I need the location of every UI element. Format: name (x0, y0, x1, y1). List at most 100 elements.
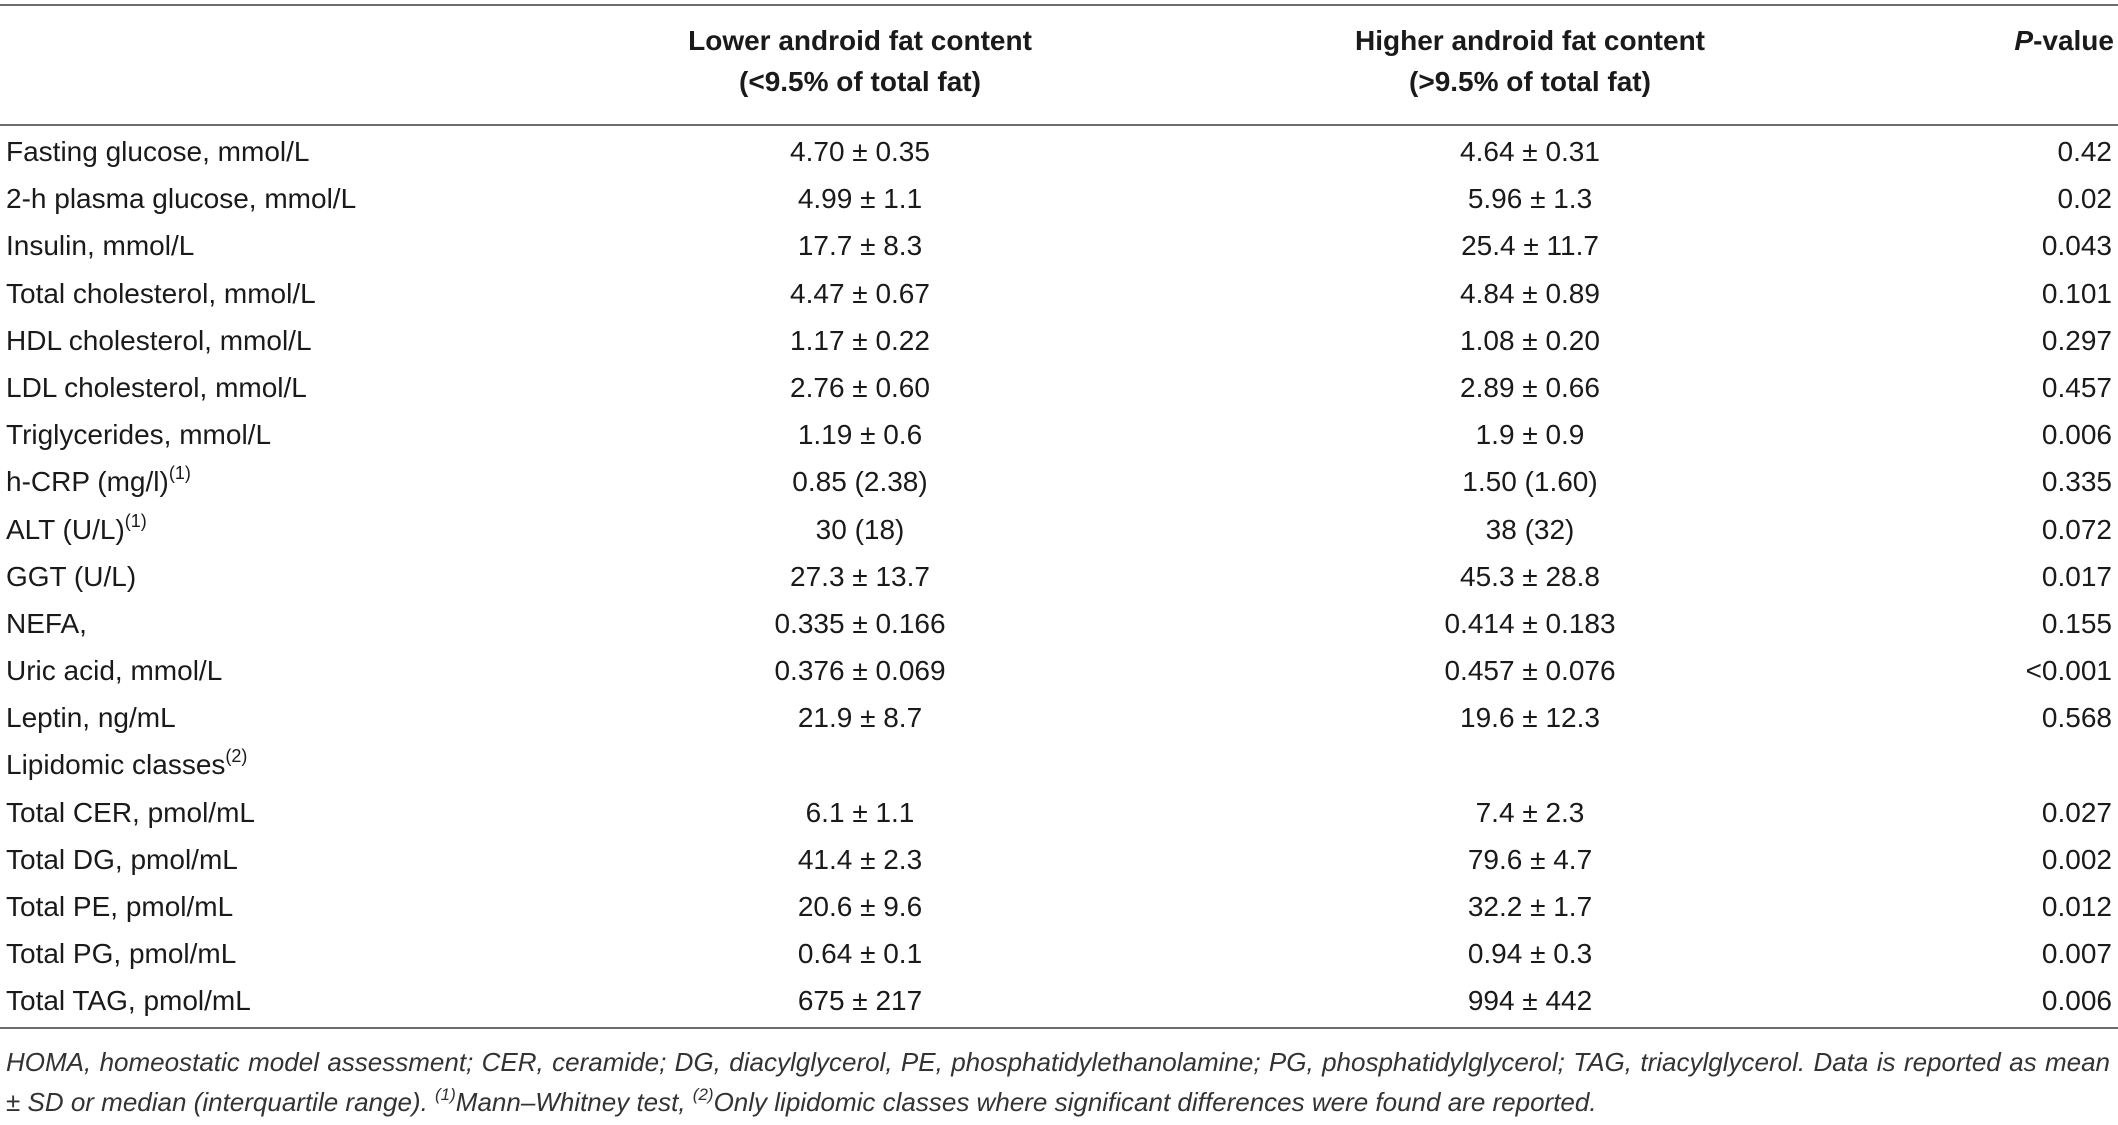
row-label-text: Total PG, pmol/mL (6, 938, 237, 970)
row-label-text: HDL cholesterol, mmol/L (6, 324, 312, 356)
lower-android-value: 0.64 ± 0.1 (797, 938, 923, 970)
higher-android-value: 2.89 ± 0.66 (1460, 371, 1600, 403)
column-header-lower-line1: Lower android fat content (688, 25, 1032, 56)
row-label-text: Uric acid, mmol/L (6, 655, 223, 687)
row-label: Triglycerides, mmol/L (6, 411, 271, 458)
column-header-higher-line2: (>9.5% of total fat) (1409, 66, 1651, 97)
row-label: h-CRP (mg/l)(1) (6, 458, 191, 505)
table-top-rule (0, 4, 2118, 6)
p-value-italic-p: P (2014, 25, 2034, 56)
lower-android-value: 4.99 ± 1.1 (797, 183, 923, 215)
p-value: 0.101 (2041, 277, 2112, 309)
row-label-footnote-marker: (1) (168, 463, 191, 484)
lower-android-value: 0.85 (2.38) (792, 466, 928, 498)
table-row: Leptin, ng/mL 21.9 ± 8.7 19.6 ± 12.3 0.568 (0, 694, 2118, 741)
row-label: LDL cholesterol, mmol/L (6, 364, 307, 411)
lower-android-value: 27.3 ± 13.7 (790, 560, 930, 592)
table-row: h-CRP (mg/l)(1) 0.85 (2.38) 1.50 (1.60) 0.3… (0, 458, 2118, 505)
row-label: Total PE, pmol/mL (6, 883, 233, 930)
header-bottom-rule (0, 124, 2118, 126)
higher-android-value: 994 ± 442 (1467, 985, 1593, 1017)
table-row: HDL cholesterol, mmol/L 1.17 ± 0.22 1.08 ±… (0, 317, 2118, 364)
table-row: GGT (U/L) 27.3 ± 13.7 45.3 ± 28.8 0.017 (0, 553, 2118, 600)
table-row: Total cholesterol, mmol/L 4.47 ± 0.67 4.84… (0, 270, 2118, 317)
row-label-text: h-CRP (mg/l) (6, 466, 169, 498)
row-label-text: 2-h plasma glucose, mmol/L (6, 183, 357, 215)
table-body: Fasting glucose, mmol/L 4.70 ± 0.35 4.64 ±… (0, 128, 2118, 1025)
lower-android-value: 675 ± 217 (797, 985, 923, 1017)
row-label: Total PG, pmol/mL (6, 930, 236, 977)
higher-android-value: 4.84 ± 0.89 (1460, 277, 1600, 309)
row-label: Uric acid, mmol/L (6, 647, 222, 694)
row-label: Insulin, mmol/L (6, 222, 194, 269)
p-value: <0.001 (2025, 655, 2112, 687)
footnote-note-2: Only lipidomic classes where significant… (713, 1087, 1597, 1117)
p-value-suffix: -value (2033, 25, 2114, 56)
table-footnote: HOMA, homeostatic model assessment; CER,… (6, 1042, 2110, 1122)
p-value: 0.335 (2041, 466, 2112, 498)
row-label-text: Lipidomic classes (6, 749, 226, 781)
row-label-text: LDL cholesterol, mmol/L (6, 371, 307, 403)
lower-android-value: 2.76 ± 0.60 (790, 371, 930, 403)
table-row: Total DG, pmol/mL 41.4 ± 2.3 79.6 ± 4.7 0.0… (0, 836, 2118, 883)
table-row: Triglycerides, mmol/L 1.19 ± 0.6 1.9 ± 0.9… (0, 411, 2118, 458)
table-row: ALT (U/L)(1) 30 (18) 38 (32) 0.072 (0, 506, 2118, 553)
table-bottom-rule (0, 1027, 2118, 1029)
footnote-note-1: Mann–Whitney test, (455, 1087, 693, 1117)
row-label: GGT (U/L) (6, 553, 136, 600)
table-row: Total PE, pmol/mL 20.6 ± 9.6 32.2 ± 1.7 0.0… (0, 883, 2118, 930)
higher-android-value: 1.50 (1.60) (1462, 466, 1598, 498)
row-label: ALT (U/L)(1) (6, 506, 147, 553)
higher-android-value: 45.3 ± 28.8 (1460, 560, 1600, 592)
table-row: Uric acid, mmol/L 0.376 ± 0.069 0.457 ± 0.… (0, 647, 2118, 694)
row-label: Leptin, ng/mL (6, 694, 176, 741)
table-row: Total PG, pmol/mL 0.64 ± 0.1 0.94 ± 0.3 0.0… (0, 930, 2118, 977)
column-header-higher-line1: Higher android fat content (1355, 25, 1705, 56)
p-value: 0.42 (2057, 136, 2113, 167)
table-row: Total CER, pmol/mL 6.1 ± 1.1 7.4 ± 2.3 0.02… (0, 789, 2118, 836)
lower-android-value: 6.1 ± 1.1 (805, 796, 915, 828)
table-row: Lipidomic classes(2) (0, 741, 2118, 788)
p-value: 0.457 (2041, 371, 2112, 403)
higher-android-value: 5.96 ± 1.3 (1467, 183, 1593, 215)
lower-android-value: 1.19 ± 0.6 (797, 419, 923, 451)
p-value: 0.072 (2041, 513, 2112, 545)
lower-android-value: 41.4 ± 2.3 (797, 843, 923, 875)
column-header-lower-android-fat: Lower android fat content (<9.5% of tota… (570, 20, 1150, 102)
row-label: Total DG, pmol/mL (6, 836, 238, 883)
row-label: HDL cholesterol, mmol/L (6, 317, 312, 364)
p-value: 0.012 (2041, 891, 2112, 922)
higher-android-value: 19.6 ± 12.3 (1460, 702, 1600, 734)
row-label-text: Total PE, pmol/mL (6, 891, 234, 922)
table-row: Fasting glucose, mmol/L 4.70 ± 0.35 4.64 ±… (0, 128, 2118, 175)
row-label-text: Triglycerides, mmol/L (6, 419, 272, 451)
footnote-marker-2: (2) (692, 1085, 714, 1104)
row-label: Total TAG, pmol/mL (6, 977, 251, 1024)
p-value: 0.02 (2057, 183, 2113, 215)
p-value: 0.155 (2041, 607, 2112, 639)
p-value: 0.006 (2041, 985, 2112, 1017)
higher-android-value: 0.414 ± 0.183 (1444, 607, 1616, 639)
higher-android-value: 25.4 ± 11.7 (1461, 230, 1599, 262)
higher-android-value: 38 (32) (1485, 513, 1575, 545)
table-row: 2-h plasma glucose, mmol/L 4.99 ± 1.1 5.96… (0, 175, 2118, 222)
lower-android-value: 0.376 ± 0.069 (774, 655, 946, 687)
table-row: LDL cholesterol, mmol/L 2.76 ± 0.60 2.89 ±… (0, 364, 2118, 411)
p-value: 0.006 (2041, 419, 2112, 451)
footnote-abbreviations: HOMA, homeostatic model assessment; CER,… (6, 1047, 2110, 1117)
higher-android-value: 0.457 ± 0.076 (1444, 655, 1616, 687)
lower-android-value: 1.17 ± 0.22 (790, 324, 930, 356)
table-row: Total TAG, pmol/mL 675 ± 217 994 ± 442 0.00… (0, 977, 2118, 1024)
p-value: 0.027 (2041, 796, 2112, 828)
row-label-footnote-marker: (2) (225, 746, 248, 767)
table-row: Insulin, mmol/L 17.7 ± 8.3 25.4 ± 11.7 0.04… (0, 222, 2118, 269)
row-label-text: GGT (U/L) (6, 560, 137, 592)
p-value: 0.007 (2041, 938, 2112, 970)
higher-android-value: 1.08 ± 0.20 (1460, 324, 1600, 356)
higher-android-value: 32.2 ± 1.7 (1467, 891, 1593, 922)
row-label-text: Total TAG, pmol/mL (6, 985, 251, 1017)
row-label-text: Total cholesterol, mmol/L (6, 277, 316, 309)
row-label-footnote-marker: (1) (124, 510, 147, 531)
column-header-higher-android-fat: Higher android fat content (>9.5% of tot… (1240, 20, 1820, 102)
higher-android-value: 79.6 ± 4.7 (1467, 843, 1593, 875)
